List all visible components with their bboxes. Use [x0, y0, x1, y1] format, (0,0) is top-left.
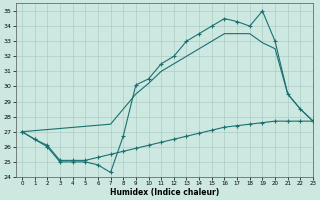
X-axis label: Humidex (Indice chaleur): Humidex (Indice chaleur) — [110, 188, 219, 197]
